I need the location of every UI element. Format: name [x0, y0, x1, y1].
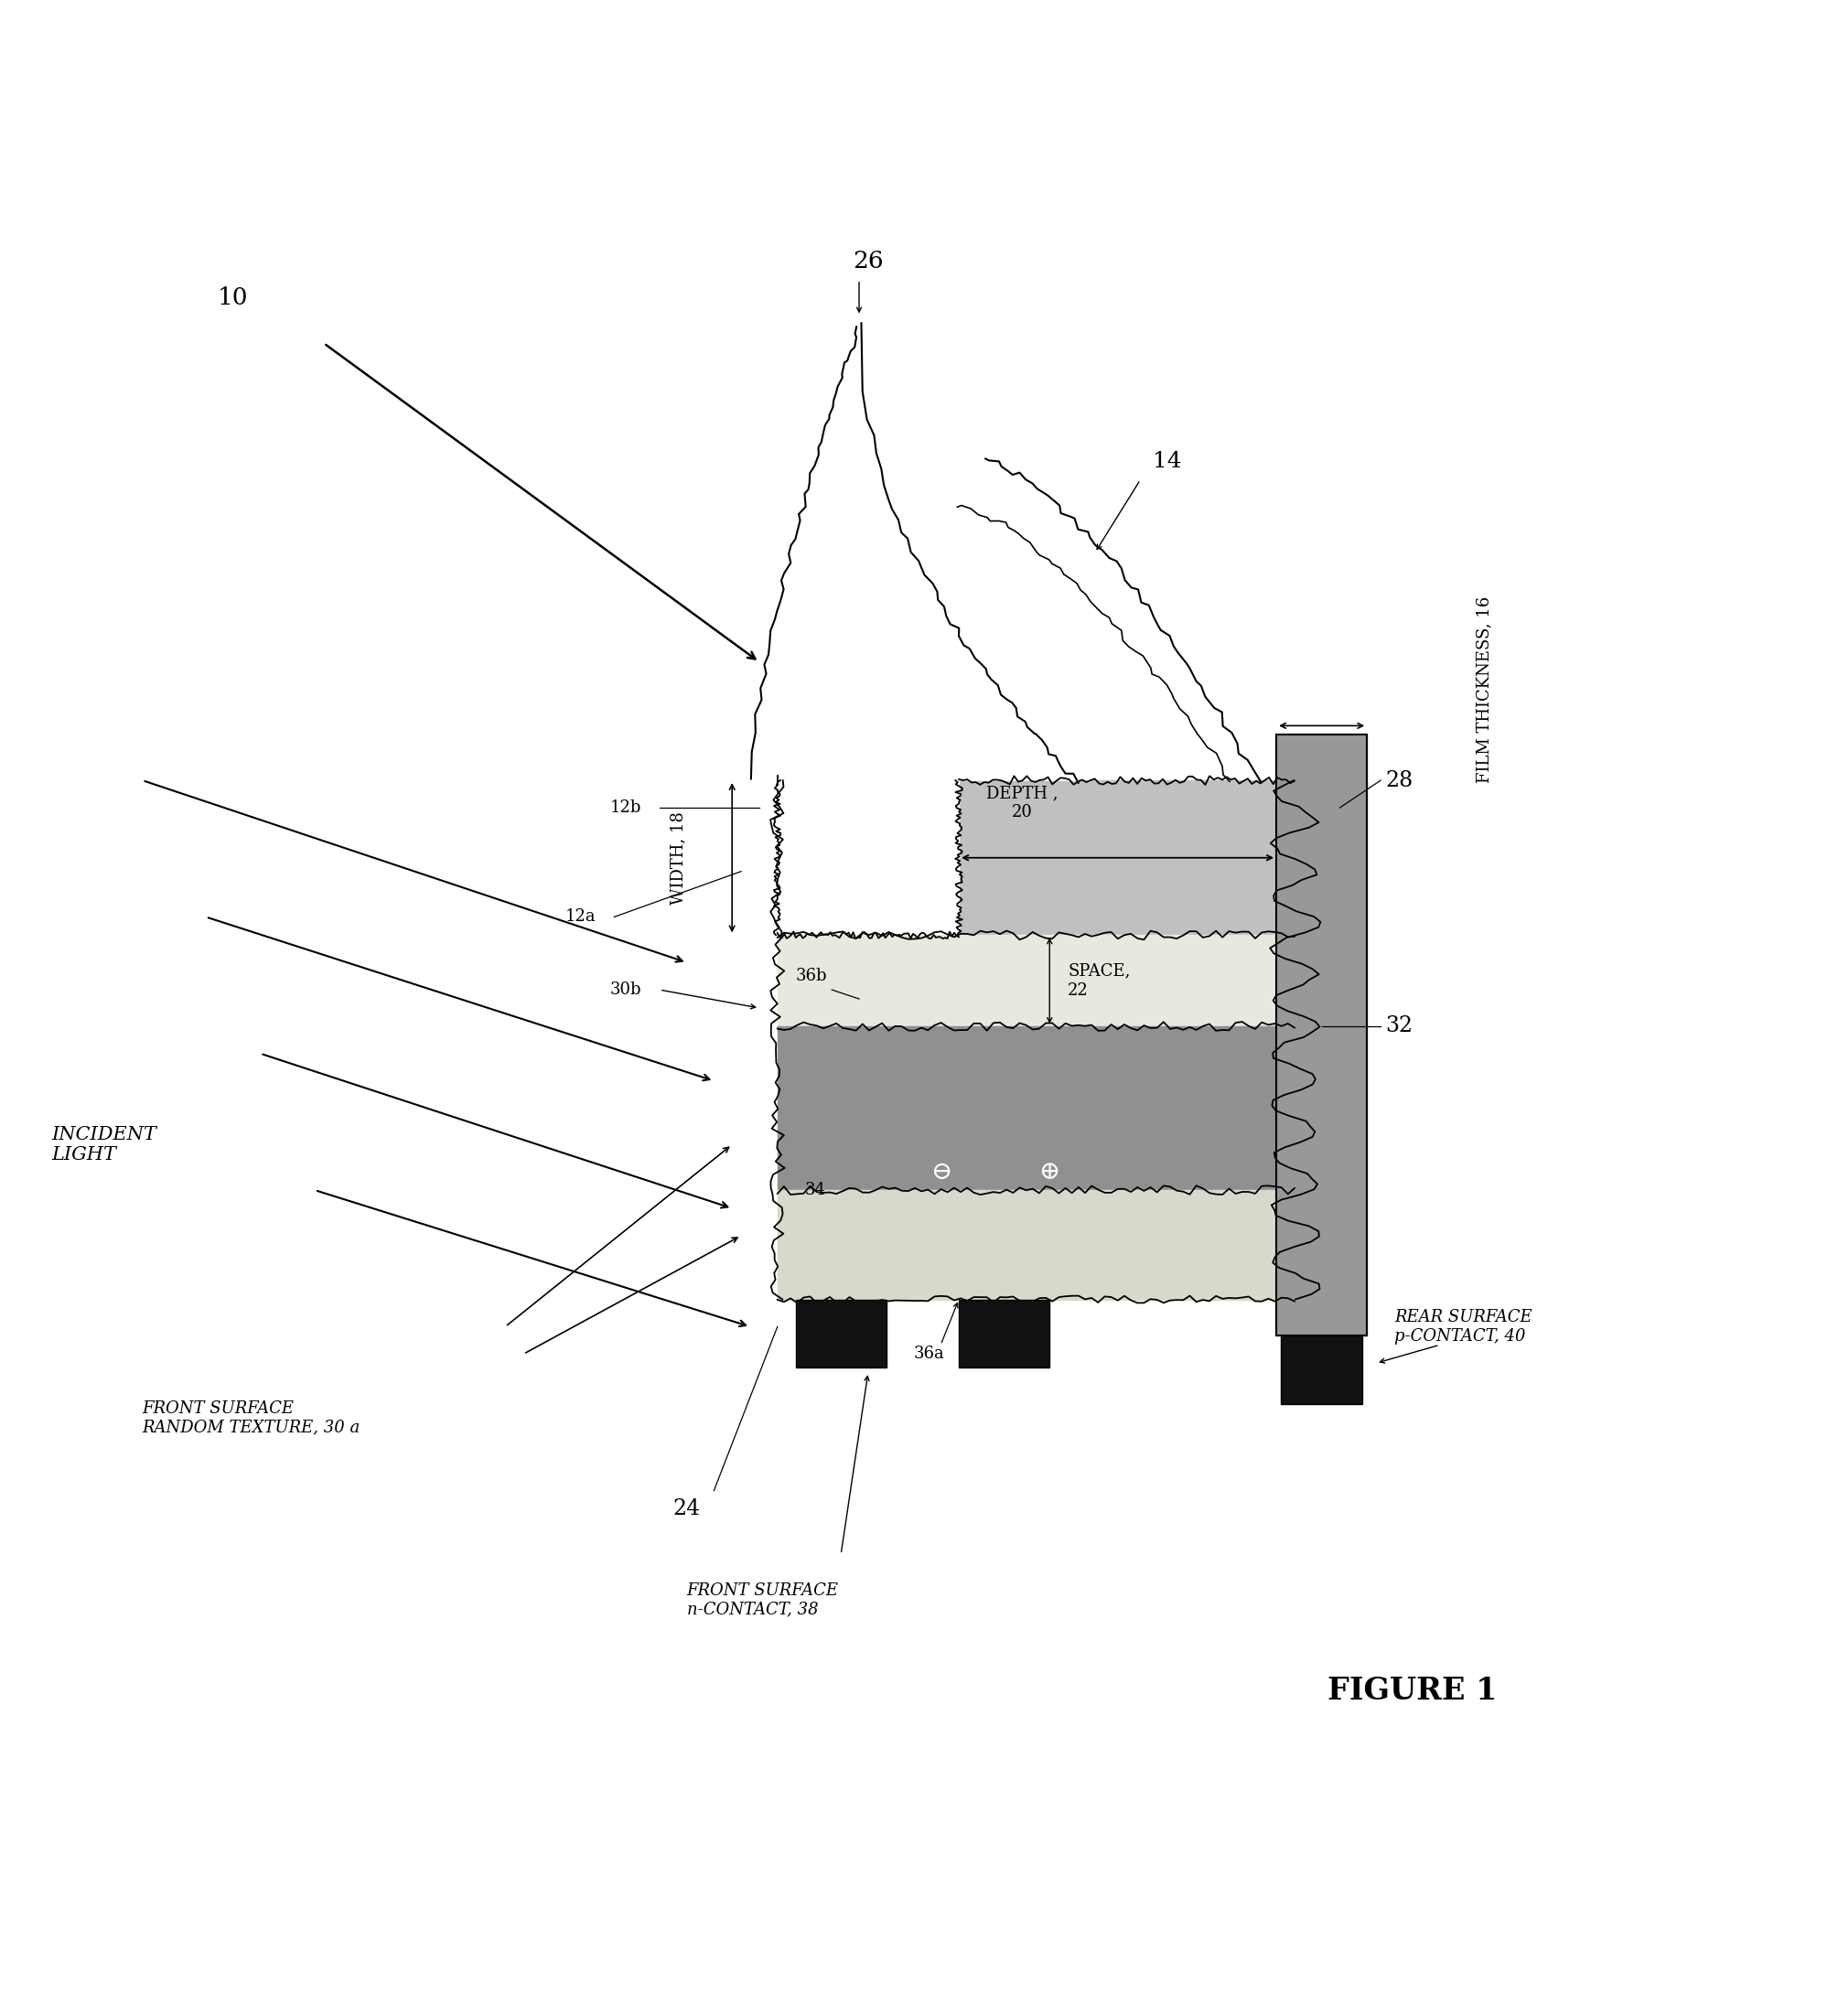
- Text: 12b: 12b: [610, 800, 641, 816]
- Text: FRONT SURFACE
n-CONTACT, 38: FRONT SURFACE n-CONTACT, 38: [687, 1583, 839, 1617]
- Text: 30b: 30b: [610, 982, 641, 998]
- Text: INCIDENT
LIGHT: INCIDENT LIGHT: [51, 1125, 157, 1163]
- Text: 34: 34: [804, 1181, 826, 1198]
- Text: 14: 14: [1153, 452, 1182, 472]
- Text: 26: 26: [853, 250, 884, 272]
- Text: 24: 24: [672, 1498, 700, 1520]
- Text: 36a: 36a: [914, 1347, 945, 1363]
- Text: REAR SURFACE
p-CONTACT, 40: REAR SURFACE p-CONTACT, 40: [1394, 1308, 1533, 1345]
- Text: FILM THICKNESS, 16: FILM THICKNESS, 16: [1476, 597, 1493, 782]
- Text: SPACE,
22: SPACE, 22: [1067, 964, 1131, 998]
- Text: DEPTH ,
20: DEPTH , 20: [987, 786, 1058, 821]
- Text: WIDTH, 18: WIDTH, 18: [671, 810, 687, 905]
- Text: ⊕: ⊕: [1040, 1159, 1060, 1183]
- Bar: [1281, 1337, 1363, 1403]
- Text: 10: 10: [217, 286, 248, 308]
- Text: FRONT SURFACE
RANDOM TEXTURE, 30 a: FRONT SURFACE RANDOM TEXTURE, 30 a: [143, 1399, 360, 1435]
- Polygon shape: [1277, 734, 1367, 1337]
- Text: ⊖: ⊖: [930, 1159, 952, 1183]
- Text: 12a: 12a: [565, 909, 596, 925]
- Text: FIGURE 1: FIGURE 1: [1328, 1675, 1498, 1706]
- Bar: [795, 1300, 886, 1367]
- Text: 36b: 36b: [795, 968, 828, 984]
- Bar: [959, 1300, 1049, 1367]
- Text: 32: 32: [1385, 1016, 1412, 1036]
- Text: 28: 28: [1385, 770, 1412, 790]
- Polygon shape: [751, 323, 1078, 782]
